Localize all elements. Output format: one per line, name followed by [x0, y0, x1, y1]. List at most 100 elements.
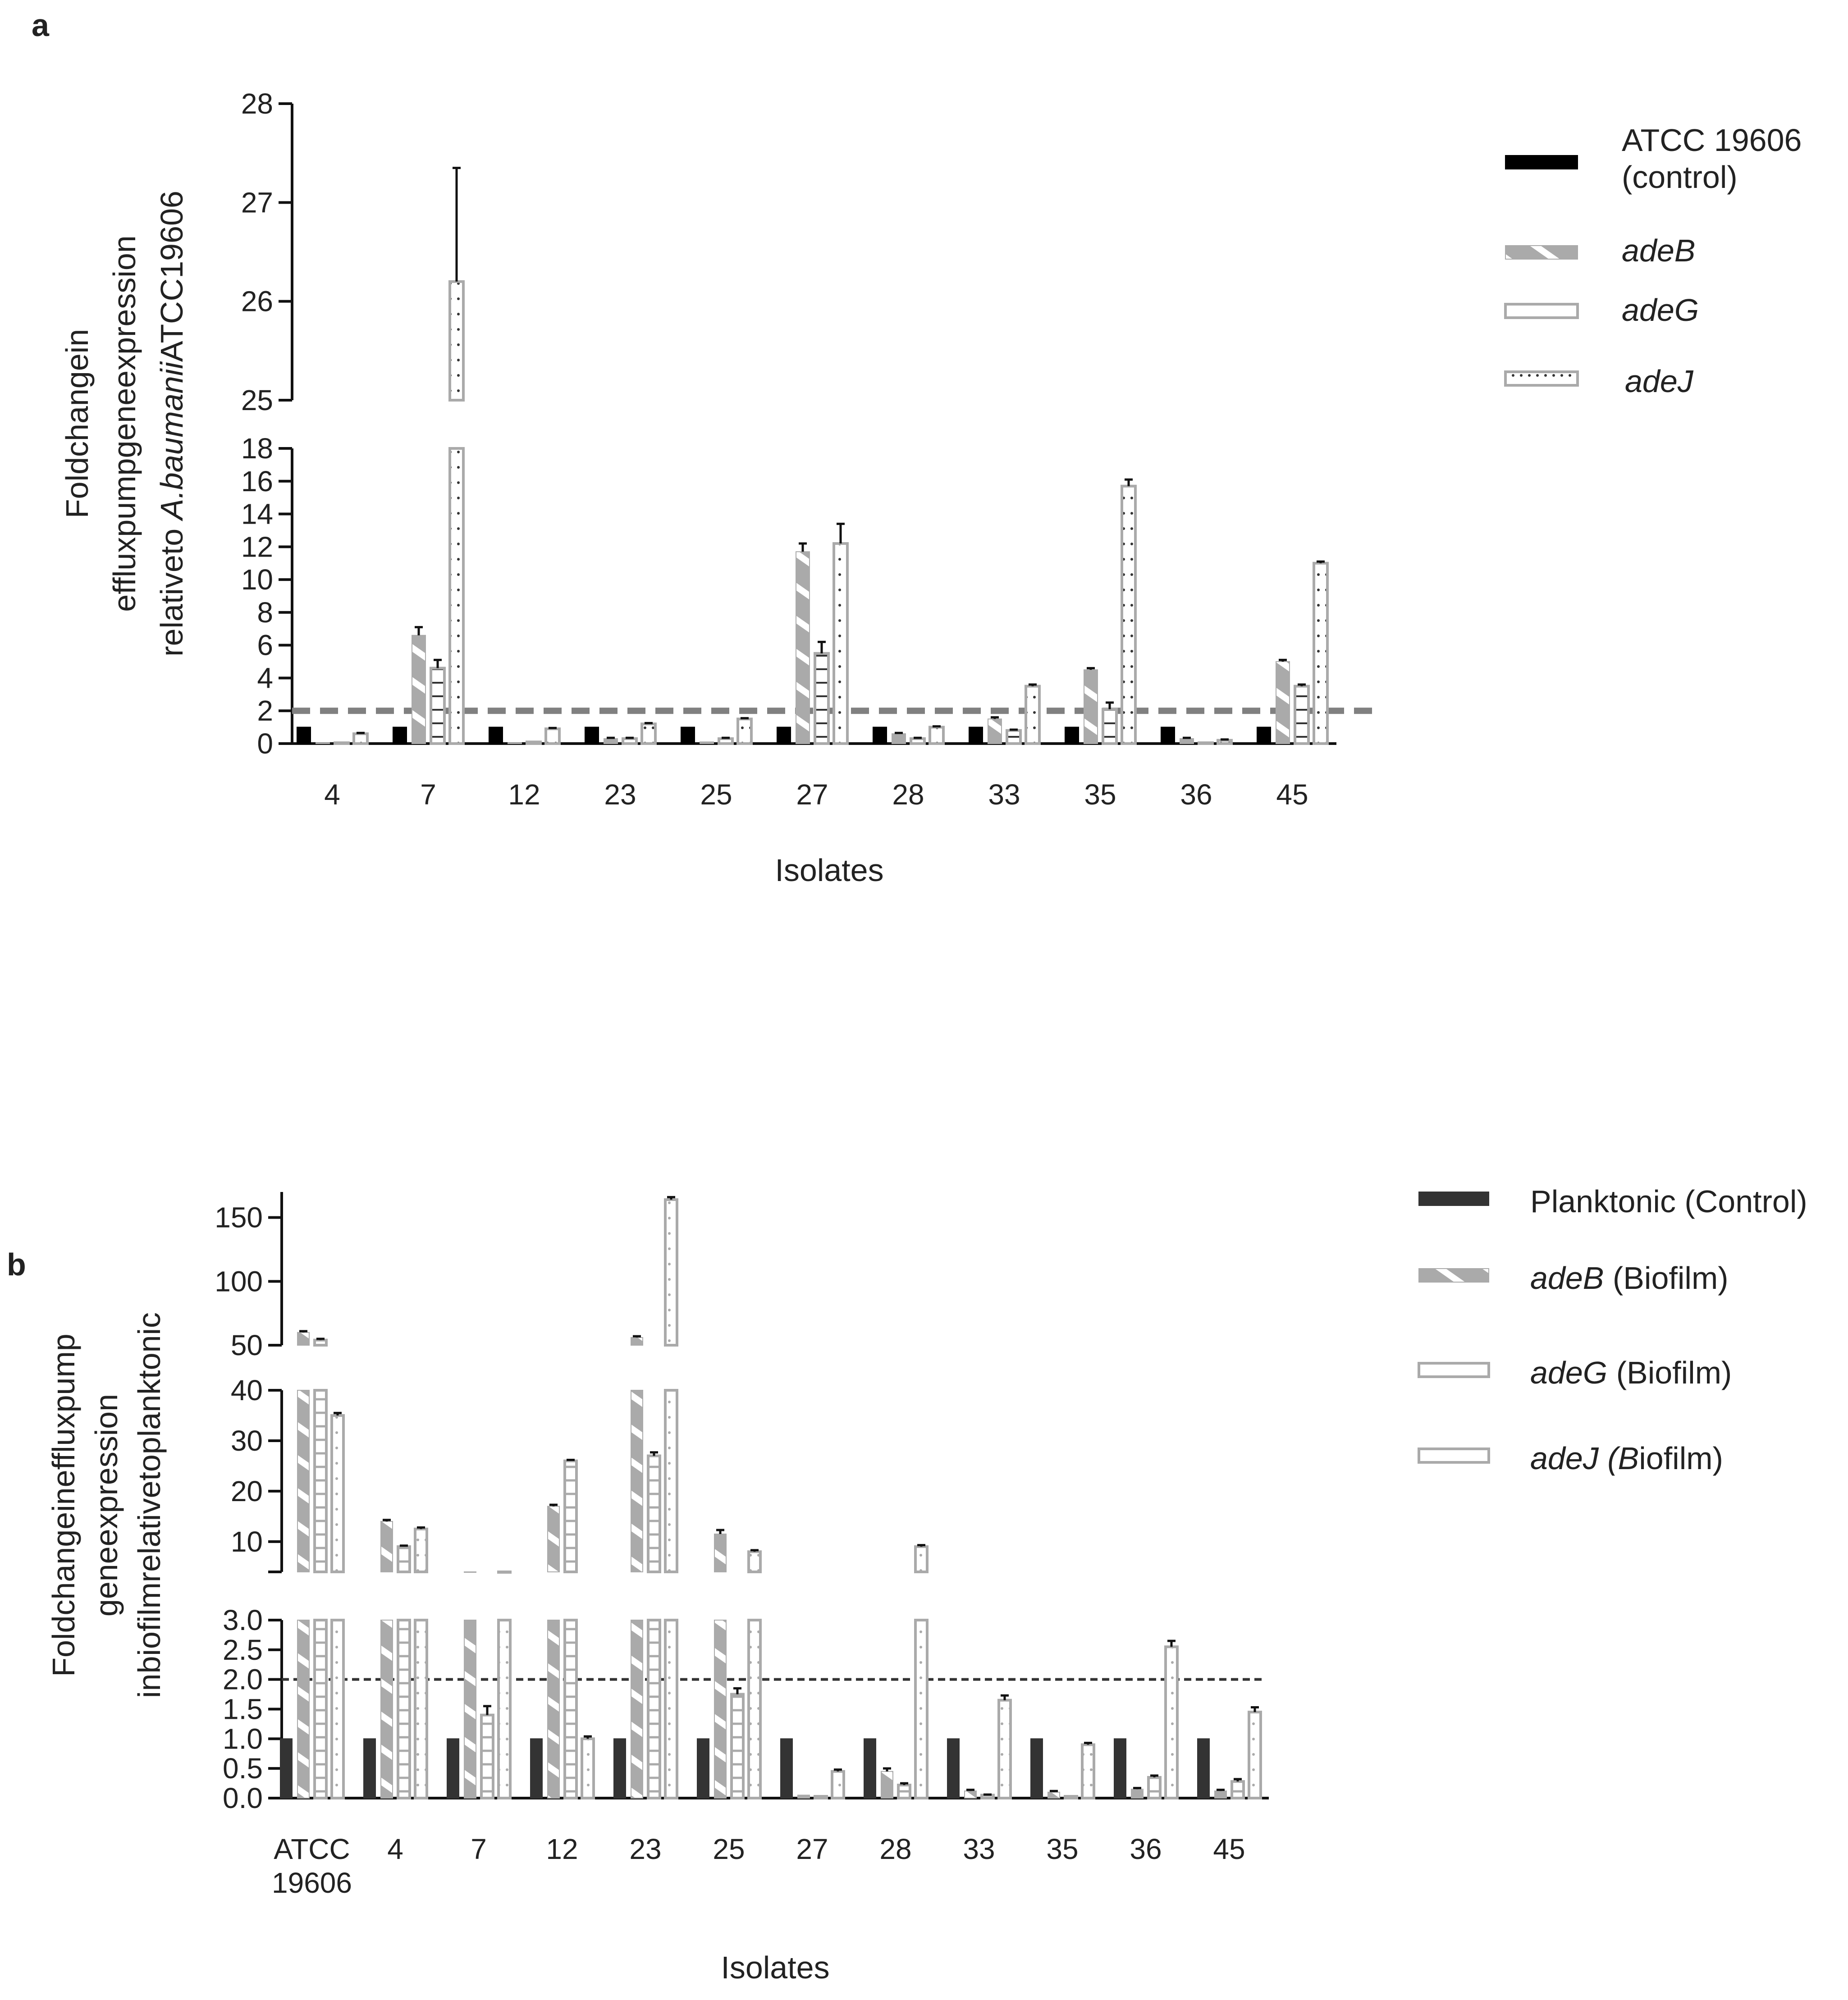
b-x-tick-label: ATCC	[274, 1833, 350, 1865]
a-y-tick-label: 27	[241, 186, 273, 219]
b-legend-label: adeJ (Biofilm)	[1530, 1441, 1723, 1476]
b-bar-adej-biofilm-33	[997, 1699, 1012, 1799]
a-y-axis-title-line: effluxpumpgeneexpression	[107, 235, 142, 612]
b-bar-adeg-biofilm-23	[647, 1619, 661, 1799]
a-bar-atcc-19606-control-28	[873, 726, 887, 744]
a-bar-adej-4	[352, 732, 369, 745]
b-x-axis-title: Isolates	[721, 1950, 829, 1985]
a-bar-adeb-4	[316, 742, 330, 744]
a-bar-adeg-28	[910, 737, 926, 745]
a-bar-adej-45	[1313, 562, 1329, 745]
b-y-tick-label: 100	[215, 1265, 263, 1297]
a-bar-adeg-7	[430, 667, 446, 745]
b-y-tick-label: 2.5	[223, 1634, 263, 1666]
b-y-tick-label: 40	[231, 1374, 263, 1406]
b-bar-planktonic-control-7	[447, 1738, 459, 1799]
a-x-tick-label: 27	[796, 778, 828, 811]
a-y-tick-label: 14	[241, 498, 273, 530]
a-y-tick-label: 10	[241, 563, 273, 596]
b-y-tick-label: 20	[231, 1475, 263, 1507]
b-x-tick-label: 4	[387, 1833, 403, 1865]
b-bar-adeg-biofilm-25	[730, 1693, 745, 1799]
b-legend-label: adeB (Biofilm)	[1530, 1260, 1729, 1296]
a-bar-adeb-45	[1276, 661, 1290, 744]
a-bar-adej-25	[736, 717, 753, 745]
a-bar-adeg-25	[718, 737, 734, 745]
a-bar-adeg-12	[526, 740, 542, 745]
b-bar-adeb-biofilm-atcc-19606	[297, 1332, 310, 1346]
b-bar-adeg-biofilm-12	[563, 1619, 578, 1799]
b-bar-adej-biofilm-36	[1164, 1645, 1179, 1799]
a-bar-adej-12	[544, 727, 561, 745]
a-bar-adeb-28	[892, 733, 906, 744]
b-x-tick-label: 12	[546, 1833, 578, 1865]
a-y-tick-label: 4	[257, 662, 273, 694]
b-bar-adeb-biofilm-4	[380, 1521, 393, 1573]
a-x-axis-title: Isolates	[775, 853, 883, 888]
a-x-tick-label: 45	[1276, 778, 1308, 811]
a-bar-adej-23	[640, 722, 657, 745]
a-bar-adeb-23	[604, 738, 618, 744]
b-bar-adeb-biofilm-28	[881, 1771, 893, 1799]
b-bar-adeb-biofilm-atcc-19606	[297, 1390, 310, 1572]
b-bar-planktonic-control-36	[1114, 1738, 1126, 1799]
a-bar-adeg-23	[622, 737, 638, 745]
a-bar-adeb-12	[508, 742, 522, 744]
b-bar-planktonic-control-33	[947, 1738, 960, 1799]
b-bar-adej-biofilm-23	[664, 1198, 678, 1347]
b-x-tick-label: 36	[1130, 1833, 1162, 1865]
a-y-tick-label: 26	[241, 285, 273, 318]
b-bar-planktonic-control-28	[864, 1738, 876, 1799]
b-bar-planktonic-control-27	[780, 1738, 793, 1799]
b-bar-adej-biofilm-23	[664, 1619, 678, 1799]
b-bar-planktonic-control-35	[1030, 1738, 1043, 1799]
a-bar-atcc-19606-control-45	[1257, 726, 1271, 744]
a-y-axis-title-line: relativeto A.baumaniiATCC19606	[154, 191, 189, 657]
b-x-tick-label: 35	[1046, 1833, 1078, 1865]
b-x-tick-label: 28	[879, 1833, 911, 1865]
panel-b: b 0.00.51.01.52.02.53.0 10 20 30 40 50 100 150 A…	[7, 1184, 1807, 1985]
b-y-tick-label: 1.0	[223, 1722, 263, 1755]
b-x-tick-label: 23	[629, 1833, 661, 1865]
a-y-tick-label: 18	[241, 432, 273, 465]
b-bar-planktonic-control-25	[697, 1738, 709, 1799]
a-y-tick-label: 12	[241, 530, 273, 563]
b-legend-swatch	[1418, 1447, 1490, 1464]
b-bar-adeb-biofilm-23	[631, 1337, 643, 1346]
b-bar-adeb-biofilm-12	[547, 1506, 560, 1572]
a-bar-adeb-36	[1180, 738, 1194, 744]
b-bar-adeg-biofilm-12	[563, 1459, 578, 1573]
a-legend-label: ATCC 19606	[1622, 123, 1802, 158]
a-bar-atcc-19606-control-25	[681, 726, 695, 744]
a-bar-adej-7	[448, 447, 465, 745]
b-bar-planktonic-control-atcc-19606	[280, 1738, 293, 1799]
b-y-tick-label: 0.5	[223, 1752, 263, 1785]
b-bar-adeg-biofilm-atcc-19606	[313, 1338, 328, 1347]
a-bar-adej-27	[833, 542, 849, 745]
b-bar-adeb-biofilm-33	[964, 1790, 977, 1799]
b-y-tick-label: 10	[231, 1525, 263, 1558]
b-bar-adej-biofilm-4	[414, 1527, 428, 1573]
b-bar-adeb-biofilm-12	[547, 1620, 560, 1799]
a-bar-adeg-45	[1294, 685, 1310, 745]
b-bar-adej-biofilm-atcc-19606	[330, 1619, 345, 1799]
b-bar-planktonic-control-4	[363, 1738, 376, 1799]
a-y-tick-label: 8	[257, 596, 273, 629]
b-bar-adeb-biofilm-4	[380, 1620, 393, 1799]
b-bar-planktonic-control-45	[1197, 1738, 1210, 1799]
a-bar-adej-28	[929, 726, 945, 745]
b-bar-adej-biofilm-atcc-19606	[330, 1414, 345, 1573]
a-bar-atcc-19606-control-33	[969, 726, 983, 744]
b-bar-adej-biofilm-45	[1248, 1711, 1262, 1799]
a-legend-swatch	[1505, 155, 1578, 169]
a-bar-adeg-33	[1006, 729, 1022, 745]
a-legend-label: adeJ	[1625, 364, 1694, 399]
b-legend-label: adeG (Biofilm)	[1530, 1355, 1732, 1390]
b-bar-adeb-biofilm-36	[1131, 1789, 1144, 1799]
panel-letter-b: b	[7, 1247, 26, 1282]
b-x-tick-label: 33	[963, 1833, 995, 1865]
a-bar-adeb-33	[988, 718, 1002, 744]
b-bar-adej-biofilm-27	[831, 1770, 845, 1799]
a-legend-label: (control)	[1622, 160, 1738, 195]
a-x-tick-label: 23	[604, 778, 636, 811]
